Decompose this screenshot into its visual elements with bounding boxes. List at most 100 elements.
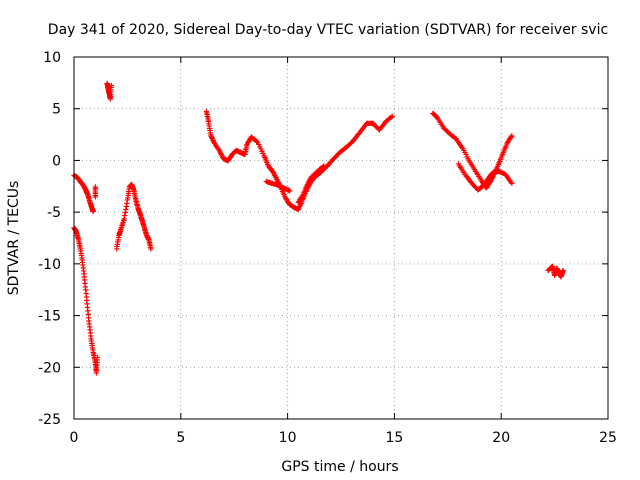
data-point: + <box>125 191 131 202</box>
data-point: + <box>90 206 96 217</box>
data-point: + <box>481 179 487 190</box>
data-point: + <box>237 147 243 158</box>
data-point: + <box>313 167 319 178</box>
data-point: + <box>492 168 498 179</box>
data-point: + <box>84 296 90 307</box>
data-point: + <box>142 226 148 237</box>
data-point: + <box>136 208 142 219</box>
data-point: + <box>75 232 81 243</box>
data-point: + <box>281 190 287 201</box>
data-point: + <box>433 111 439 122</box>
data-point: + <box>296 203 302 214</box>
data-point: + <box>493 165 499 176</box>
data-point: + <box>242 150 248 161</box>
data-point: + <box>140 220 146 231</box>
data-point: + <box>549 262 555 273</box>
data-point: + <box>488 170 494 181</box>
data-point: + <box>376 125 382 136</box>
data-point: + <box>269 165 275 176</box>
data-point: + <box>88 201 94 212</box>
data-point: + <box>470 180 476 191</box>
data-point: + <box>213 140 219 151</box>
data-point: + <box>148 242 154 253</box>
data-point: + <box>77 244 83 255</box>
data-point: + <box>365 119 371 130</box>
data-point: + <box>327 158 333 169</box>
data-point: + <box>504 139 510 150</box>
data-point: + <box>92 182 98 193</box>
data-point: + <box>271 179 277 190</box>
data-point: + <box>91 351 97 362</box>
data-point: + <box>445 127 451 138</box>
data-point: + <box>233 146 239 157</box>
data-point: + <box>386 114 392 125</box>
data-point: + <box>320 162 326 173</box>
data-point: + <box>78 251 84 262</box>
data-point: + <box>312 171 318 182</box>
data-point: + <box>507 134 513 145</box>
data-point: + <box>483 182 489 193</box>
data-point: + <box>468 178 474 189</box>
data-point: + <box>455 137 461 148</box>
data-point: + <box>73 226 79 237</box>
data-point: + <box>208 130 214 141</box>
data-point: + <box>80 179 86 190</box>
data-point: + <box>74 172 80 183</box>
data-point: + <box>360 123 366 134</box>
data-point: + <box>490 171 496 182</box>
data-point: + <box>348 138 354 149</box>
data-point: + <box>140 217 146 228</box>
data-point: + <box>312 172 318 183</box>
data-point: + <box>331 154 337 165</box>
data-point: + <box>479 177 485 188</box>
data-point: + <box>107 92 113 103</box>
data-point: + <box>457 139 463 150</box>
data-point: + <box>128 181 134 192</box>
data-point: + <box>507 176 513 187</box>
data-point: + <box>83 289 89 300</box>
data-point: + <box>470 163 476 174</box>
data-point: + <box>283 194 289 205</box>
data-point: + <box>551 266 557 277</box>
data-point: + <box>551 269 557 280</box>
data-point: + <box>314 170 320 181</box>
axis-ticks: 0 5 10 15 20 25 10 5 0 -5 -10 -15 -20 -25 <box>38 50 617 446</box>
data-point: + <box>337 148 343 159</box>
data-point: + <box>500 168 506 179</box>
data-point: + <box>86 319 92 330</box>
data-point: + <box>223 155 229 166</box>
data-point: + <box>108 80 114 91</box>
data-point: + <box>560 267 566 278</box>
data-point: + <box>267 163 273 174</box>
y-tick-label: -10 <box>38 257 61 273</box>
data-point: + <box>114 244 120 255</box>
data-point: + <box>78 246 84 257</box>
data-point: + <box>72 224 78 235</box>
data-point: + <box>83 185 89 196</box>
data-point: + <box>552 268 558 279</box>
data-point: + <box>450 132 456 143</box>
data-point: + <box>484 176 490 187</box>
data-point: + <box>208 131 214 142</box>
data-point: + <box>86 313 92 324</box>
data-point: + <box>240 149 246 160</box>
data-point: + <box>505 172 511 183</box>
data-point: + <box>90 345 96 356</box>
data-point: + <box>253 136 259 147</box>
data-point: + <box>148 244 154 255</box>
data-point: + <box>228 152 234 163</box>
data-point: + <box>495 161 501 172</box>
data-point: + <box>84 188 90 199</box>
data-point: + <box>105 84 111 95</box>
data-point: + <box>295 197 301 208</box>
data-point: + <box>288 200 294 211</box>
data-point: + <box>459 142 465 153</box>
data-point: + <box>222 155 228 166</box>
data-point: + <box>294 204 300 215</box>
data-point: + <box>349 137 355 148</box>
data-point: + <box>500 149 506 160</box>
data-point: + <box>466 175 472 186</box>
data-point: + <box>324 161 330 172</box>
data-point: + <box>204 108 210 119</box>
data-point: + <box>476 171 482 182</box>
